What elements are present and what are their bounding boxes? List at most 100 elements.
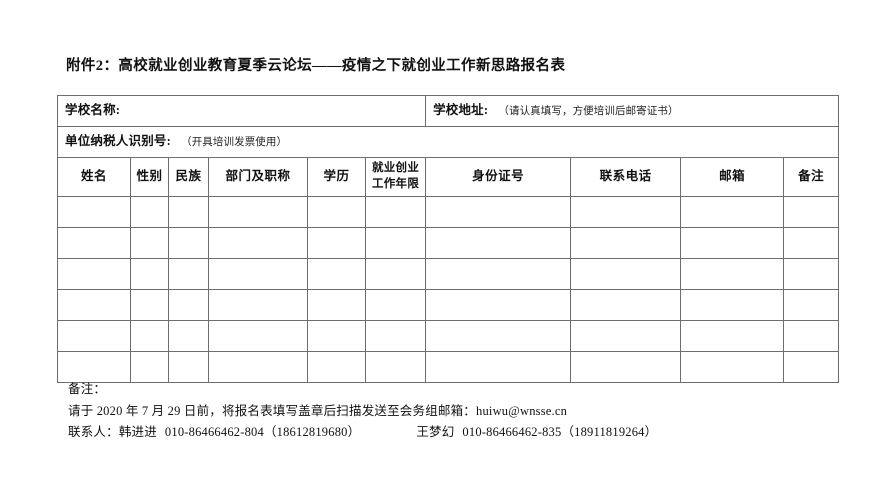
info-row-school: 学校名称: 学校地址: （请认真填写，方便培训后邮寄证书） [56,95,840,127]
table-row [57,320,840,352]
table-cell-gender[interactable] [130,320,169,352]
table-cell-work-years[interactable] [364,289,427,321]
notes-contact-line: 联系人：韩进进 010-86466462-804（18612819680） 王梦幻 0… [68,422,657,444]
table-row [57,227,840,259]
table-cell-education[interactable] [307,227,366,259]
column-header-name: 姓名 [57,157,131,197]
table-cell-name[interactable] [57,351,131,383]
table-cell-ethnicity[interactable] [168,227,209,259]
table-cell-name[interactable] [57,196,131,228]
table-cell-education[interactable] [307,258,366,290]
table-cell-remarks[interactable] [783,196,840,228]
column-header-id-number: 身份证号 [425,157,572,197]
table-cell-education[interactable] [307,196,366,228]
table-cell-phone[interactable] [570,320,682,352]
table-cell-gender[interactable] [130,258,169,290]
table-cell-work-years[interactable] [364,351,427,383]
table-cell-name[interactable] [57,320,131,352]
notes-heading: 备注： [68,382,107,396]
table-cell-name[interactable] [57,258,131,290]
table-row [57,196,840,228]
table-cell-id-number[interactable] [425,320,572,352]
contact-prefix-label: 联系人： [68,425,119,439]
school-address-hint: （请认真填写，方便培训后邮寄证书） [498,106,679,118]
table-cell-email[interactable] [680,196,785,228]
table-cell-id-number[interactable] [425,258,572,290]
page-title: 附件2：高校就业创业教育夏季云论坛——疫情之下就创业工作新思路报名表 [66,58,566,74]
school-name-label: 学校名称: [65,103,121,118]
table-cell-department-title[interactable] [208,258,308,290]
table-cell-phone[interactable] [570,227,682,259]
table-cell-email[interactable] [680,351,785,383]
school-address-field[interactable]: 学校地址: （请认真填写，方便培训后邮寄证书） [425,95,840,127]
table-cell-department-title[interactable] [208,196,308,228]
contact2-name: 王梦幻 [416,425,455,439]
table-cell-email[interactable] [680,289,785,321]
footer-notes: 备注： 请于 2020 年 7 月 29 日前，将报名表填写盖章后扫描发送至会务… [68,379,657,444]
table-cell-id-number[interactable] [425,289,572,321]
table-cell-gender[interactable] [130,196,169,228]
table-cell-gender[interactable] [130,289,169,321]
table-cell-phone[interactable] [570,258,682,290]
table-cell-education[interactable] [307,320,366,352]
table-cell-ethnicity[interactable] [168,320,209,352]
table-cell-email[interactable] [680,227,785,259]
column-header-department-title: 部门及职称 [208,157,308,197]
column-header-education: 学历 [307,157,366,197]
table-header-row: 姓名 性别 民族 部门及职称 学历 就业创业 工作年限 身份证号 联系电话 邮箱… [57,157,840,197]
column-header-work-years-line2: 工作年限 [371,178,420,190]
table-cell-remarks[interactable] [783,289,840,321]
notes-deadline-line: 请于 2020 年 7 月 29 日前，将报名表填写盖章后扫描发送至会务组邮箱：… [68,403,568,418]
table-row [57,351,840,383]
table-cell-work-years[interactable] [364,258,427,290]
table-cell-department-title[interactable] [208,289,308,321]
column-header-gender: 性别 [130,157,169,197]
school-name-field[interactable]: 学校名称: [56,95,427,127]
table-cell-id-number[interactable] [425,196,572,228]
table-cell-id-number[interactable] [425,351,572,383]
contact2-phone: 010-86466462-835（18911819264） [462,425,658,439]
table-cell-phone[interactable] [570,351,682,383]
table-cell-work-years[interactable] [364,227,427,259]
table-cell-name[interactable] [57,289,131,321]
table-cell-ethnicity[interactable] [168,351,209,383]
table-cell-ethnicity[interactable] [168,258,209,290]
column-header-work-years-line1: 就业创业 [371,162,420,175]
registration-form-table: 学校名称: 学校地址: （请认真填写，方便培训后邮寄证书） 单位纳税人识别号: … [56,95,840,383]
school-address-label: 学校地址: [433,103,489,118]
table-cell-gender[interactable] [130,351,169,383]
column-header-email: 邮箱 [680,157,785,197]
table-cell-ethnicity[interactable] [168,196,209,228]
table-cell-ethnicity[interactable] [168,289,209,321]
table-cell-work-years[interactable] [364,320,427,352]
table-cell-department-title[interactable] [208,351,308,383]
table-cell-remarks[interactable] [783,258,840,290]
table-cell-email[interactable] [680,258,785,290]
column-header-remarks: 备注 [783,157,840,197]
table-cell-gender[interactable] [130,227,169,259]
column-header-phone: 联系电话 [570,157,682,197]
table-cell-phone[interactable] [570,196,682,228]
info-row-taxpayer: 单位纳税人识别号: （开具培训发票使用） [56,126,840,158]
table-cell-id-number[interactable] [425,227,572,259]
table-cell-phone[interactable] [570,289,682,321]
table-cell-education[interactable] [307,289,366,321]
table-cell-name[interactable] [57,227,131,259]
table-cell-education[interactable] [307,351,366,383]
column-header-work-years: 就业创业 工作年限 [364,157,427,197]
contact1-name: 韩进进 [118,425,157,439]
table-cell-remarks[interactable] [783,351,840,383]
table-cell-work-years[interactable] [364,196,427,228]
table-cell-remarks[interactable] [783,320,840,352]
table-cell-department-title[interactable] [208,227,308,259]
table-row [57,258,840,290]
contact1-phone: 010-86466462-804（18612819680） [164,425,361,439]
column-header-ethnicity: 民族 [168,157,209,197]
taxpayer-id-hint: （开具培训发票使用） [181,137,288,149]
table-cell-remarks[interactable] [783,227,840,259]
table-cell-department-title[interactable] [208,320,308,352]
table-row [57,289,840,321]
table-cell-email[interactable] [680,320,785,352]
taxpayer-id-field[interactable]: 单位纳税人识别号: （开具培训发票使用） [56,126,840,158]
